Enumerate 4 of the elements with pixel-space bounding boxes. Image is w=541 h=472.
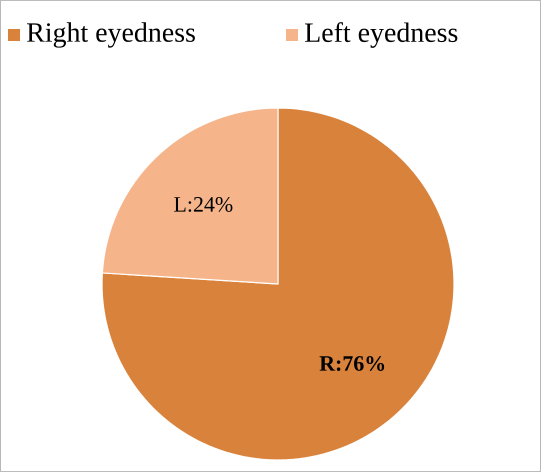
data-label: R:76% bbox=[320, 356, 384, 371]
data-label: L:24% bbox=[174, 196, 232, 212]
legend-label: Left eyedness bbox=[305, 22, 458, 48]
legend-label: Right eyedness bbox=[27, 22, 195, 48]
